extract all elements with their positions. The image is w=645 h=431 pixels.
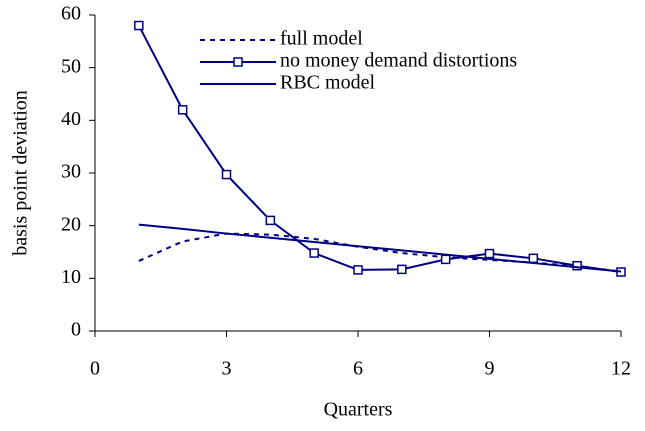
- data-point: [134, 20, 144, 31]
- series-line: [138, 223, 622, 273]
- data-point: [177, 105, 188, 115]
- series-line: [138, 232, 622, 273]
- series-line: [137, 25, 622, 274]
- y-tick-label: 30: [61, 161, 81, 183]
- x-tick-label: 6: [353, 358, 363, 380]
- x-tick-label: 0: [90, 358, 100, 380]
- x-axis-title: Quarters: [324, 399, 393, 421]
- y-tick-label: 10: [61, 266, 81, 288]
- y-axis-title: basis point deviation: [10, 90, 32, 256]
- data-point: [309, 248, 319, 258]
- data-point: [265, 215, 276, 226]
- data-point: [484, 248, 495, 259]
- legend-label: no money demand distortions: [280, 50, 517, 72]
- x-tick-label: 12: [611, 358, 631, 380]
- legend-marker: [233, 57, 243, 67]
- legend-label: full model: [280, 28, 363, 50]
- y-tick-label: 50: [61, 55, 81, 77]
- data-point: [353, 265, 363, 275]
- x-tick-label: 3: [222, 358, 232, 380]
- data-point: [528, 253, 539, 264]
- data-point: [221, 169, 232, 180]
- y-tick-label: 20: [61, 213, 81, 235]
- data-point: [572, 260, 582, 271]
- data-point: [397, 264, 407, 275]
- y-tick-label: 40: [61, 108, 81, 130]
- x-tick-label: 9: [485, 358, 495, 380]
- legend-label: RBC model: [280, 72, 375, 94]
- data-point: [440, 254, 451, 265]
- y-tick-label: 60: [61, 3, 81, 25]
- y-tick-label: 0: [71, 319, 81, 341]
